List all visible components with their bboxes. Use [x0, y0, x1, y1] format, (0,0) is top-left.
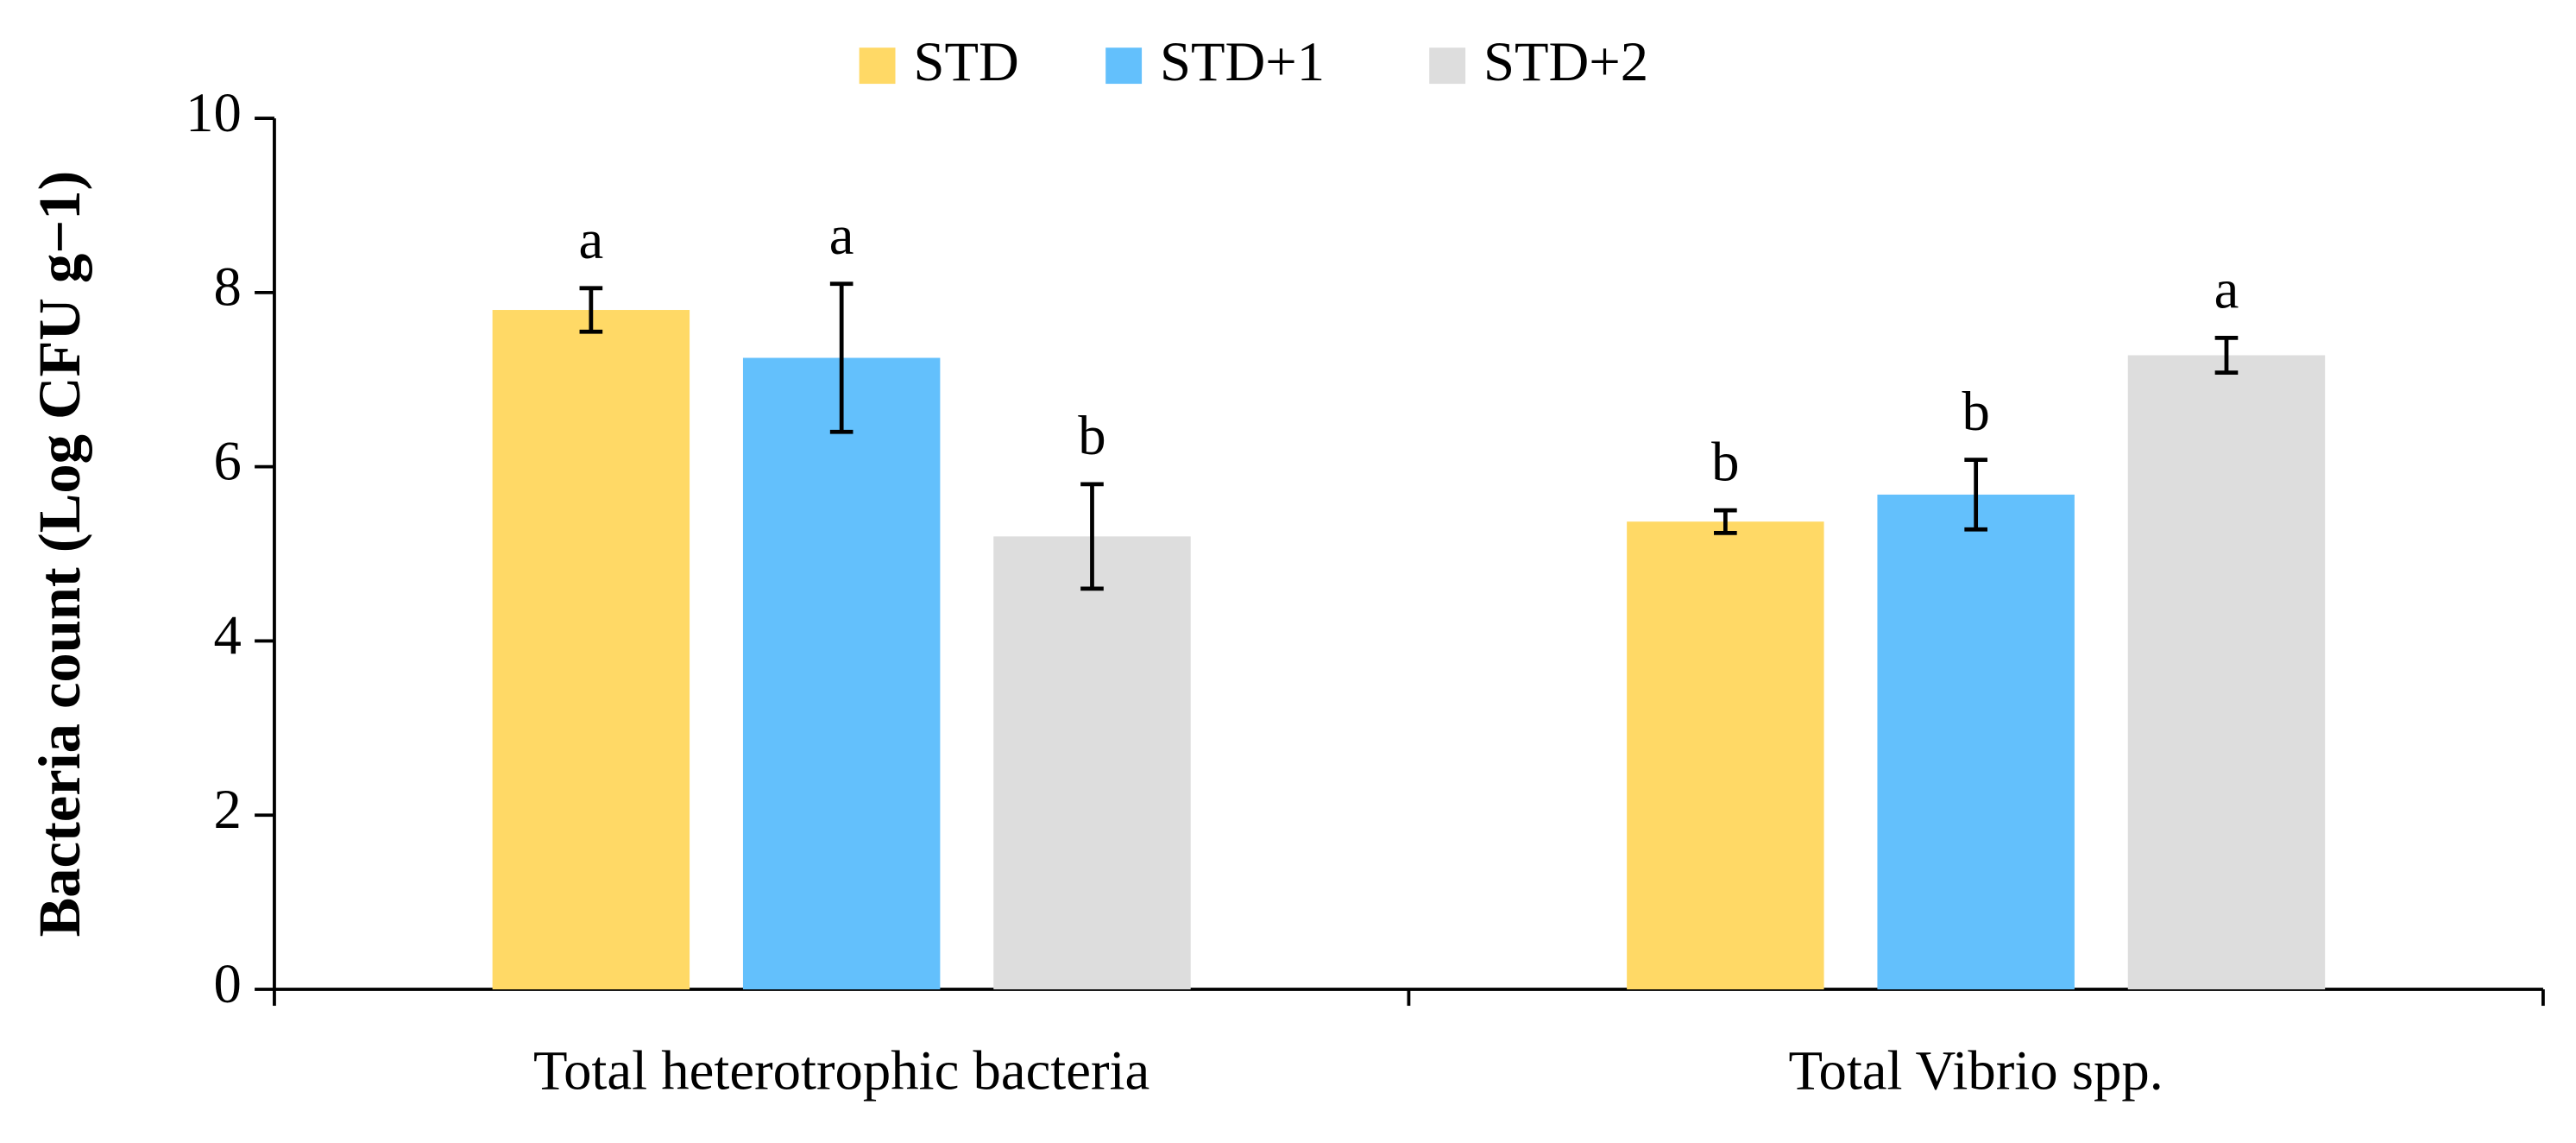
y-axis-title: Bacteria count (Log CFU g−1) — [27, 171, 92, 938]
legend-label: STD+2 — [1483, 30, 1648, 92]
y-tick-label: 8 — [214, 256, 242, 318]
error-bar — [2214, 335, 2239, 376]
y-tick-label: 4 — [214, 603, 242, 666]
significance-letter: a — [2214, 258, 2239, 320]
significance-letter: a — [579, 208, 604, 270]
legend-swatch — [1429, 47, 1466, 85]
bar — [1627, 521, 1824, 990]
x-tick-label: Total heterotrophic bacteria — [533, 1039, 1149, 1102]
bar — [492, 310, 690, 990]
bar — [993, 536, 1191, 990]
significance-letter: a — [829, 204, 854, 266]
significance-letter: b — [1711, 430, 1739, 492]
error-bar — [1964, 458, 1987, 532]
significance-letter: b — [1078, 404, 1105, 466]
legend-label: STD — [913, 30, 1018, 92]
y-tick-label: 6 — [214, 430, 242, 492]
significance-letter: b — [1962, 380, 1989, 442]
bar — [1877, 494, 2075, 990]
bar — [2127, 355, 2326, 990]
y-tick-label: 2 — [214, 778, 242, 840]
legend-swatch — [1105, 47, 1143, 85]
error-bar — [1714, 508, 1737, 535]
y-tick-label: 10 — [186, 81, 242, 143]
legend-label: STD+1 — [1160, 30, 1325, 92]
x-tick-label: Total Vibrio spp. — [1788, 1039, 2163, 1102]
error-bar — [579, 286, 603, 334]
legend-swatch — [859, 47, 896, 85]
y-tick-label: 0 — [214, 952, 242, 1014]
error-bar — [829, 281, 853, 434]
error-bar — [1080, 482, 1104, 591]
bar — [742, 357, 941, 990]
